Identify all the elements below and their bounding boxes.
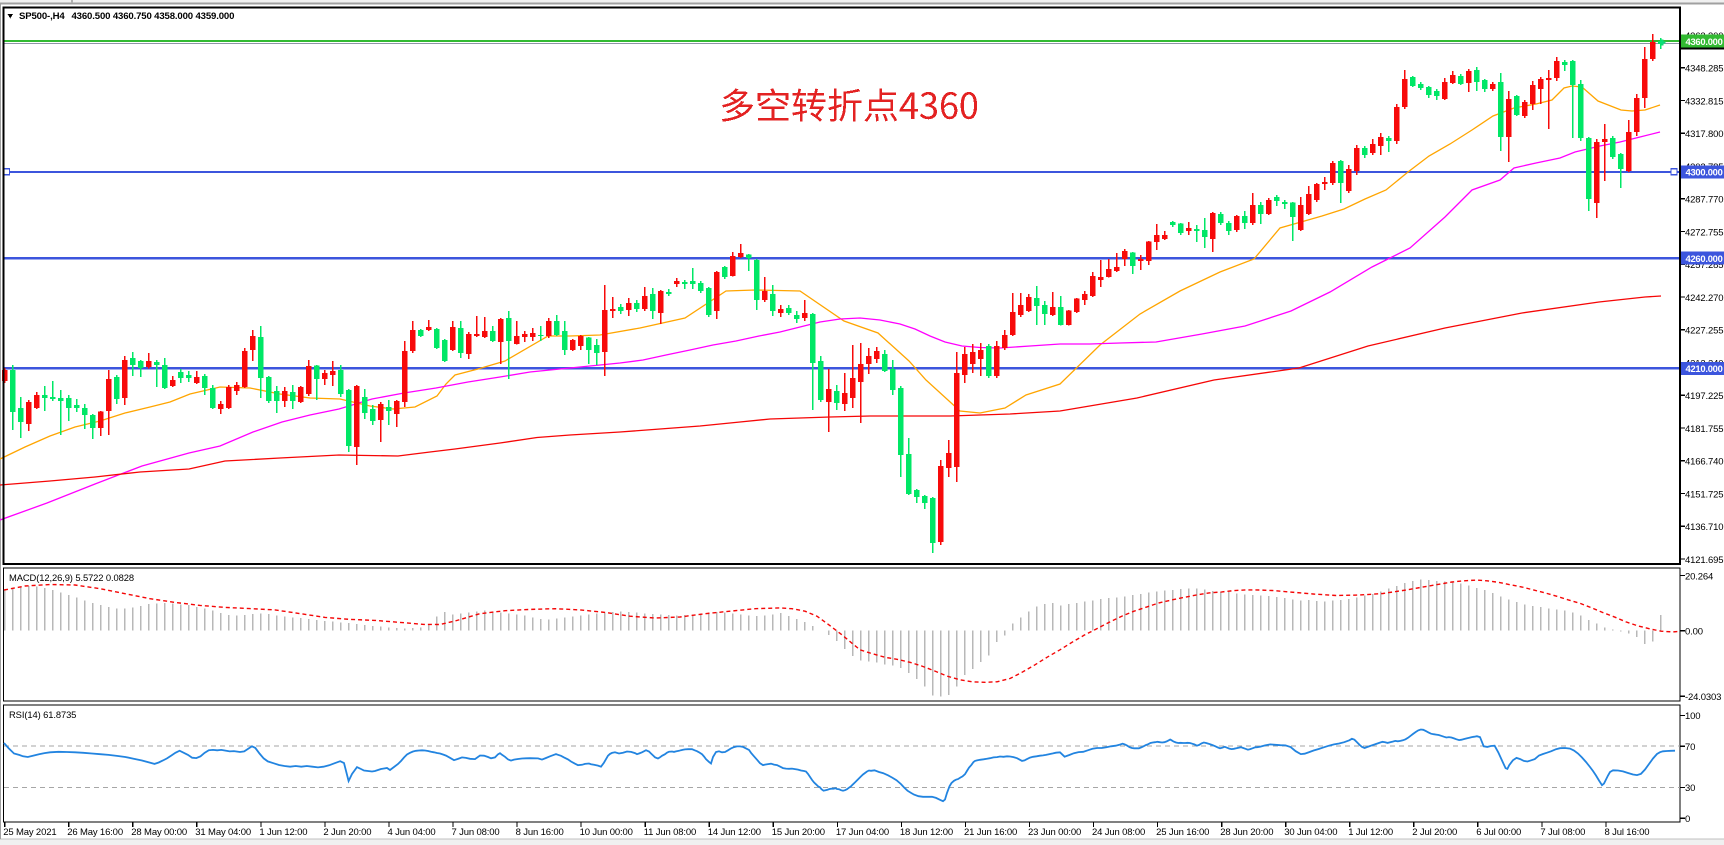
svg-text:4257.285: 4257.285: [1685, 260, 1723, 271]
svg-text:30 Jun 04:00: 30 Jun 04:00: [1284, 827, 1337, 838]
svg-text:10 Jun 00:00: 10 Jun 00:00: [580, 827, 633, 838]
svg-text:6 Jul 00:00: 6 Jul 00:00: [1476, 827, 1521, 838]
svg-text:100: 100: [1685, 711, 1700, 722]
svg-text:4360.500 4360.750 4358.000 435: 4360.500 4360.750 4358.000 4359.000: [72, 11, 235, 22]
svg-text:4300.000: 4300.000: [1686, 167, 1723, 178]
svg-text:4360.000: 4360.000: [1686, 36, 1723, 47]
svg-text:26 May 16:00: 26 May 16:00: [67, 827, 123, 838]
svg-text:MACD(12,26,9) 5.5722 0.0828: MACD(12,26,9) 5.5722 0.0828: [9, 572, 134, 583]
svg-text:0.00: 0.00: [1685, 627, 1703, 638]
svg-text:7 Jul 08:00: 7 Jul 08:00: [1540, 827, 1585, 838]
svg-text:4242.270: 4242.270: [1685, 293, 1723, 304]
svg-text:4181.755: 4181.755: [1685, 424, 1723, 435]
svg-text:28 Jun 20:00: 28 Jun 20:00: [1220, 827, 1273, 838]
svg-text:4 Jun 04:00: 4 Jun 04:00: [388, 827, 436, 838]
svg-text:24 Jun 08:00: 24 Jun 08:00: [1092, 827, 1145, 838]
svg-text:4348.285: 4348.285: [1685, 64, 1723, 75]
svg-text:8 Jul 16:00: 8 Jul 16:00: [1605, 827, 1650, 838]
svg-text:4227.255: 4227.255: [1685, 326, 1723, 337]
svg-text:25 Jun 16:00: 25 Jun 16:00: [1156, 827, 1209, 838]
svg-text:23 Jun 00:00: 23 Jun 00:00: [1028, 827, 1081, 838]
svg-text:-24.0303: -24.0303: [1685, 692, 1721, 703]
svg-text:4332.815: 4332.815: [1685, 96, 1723, 107]
svg-text:4136.710: 4136.710: [1685, 522, 1723, 533]
svg-text:21 Jun 16:00: 21 Jun 16:00: [964, 827, 1017, 838]
svg-text:7 Jun 08:00: 7 Jun 08:00: [452, 827, 500, 838]
svg-text:31 May 04:00: 31 May 04:00: [195, 827, 251, 838]
svg-text:28 May 00:00: 28 May 00:00: [131, 827, 187, 838]
svg-text:25 May 2021: 25 May 2021: [3, 827, 56, 838]
svg-text:8 Jun 16:00: 8 Jun 16:00: [516, 827, 564, 838]
svg-text:2 Jul 20:00: 2 Jul 20:00: [1412, 827, 1457, 838]
svg-text:4317.800: 4317.800: [1685, 129, 1723, 140]
svg-text:17 Jun 04:00: 17 Jun 04:00: [836, 827, 889, 838]
svg-text:18 Jun 12:00: 18 Jun 12:00: [900, 827, 953, 838]
svg-text:4166.740: 4166.740: [1685, 457, 1723, 468]
svg-text:4151.725: 4151.725: [1685, 489, 1723, 500]
svg-text:4197.225: 4197.225: [1685, 391, 1723, 402]
svg-text:4260.000: 4260.000: [1686, 253, 1723, 264]
svg-text:70: 70: [1685, 742, 1695, 753]
svg-text:RSI(14) 61.8735: RSI(14) 61.8735: [9, 709, 76, 720]
svg-text:1 Jul 12:00: 1 Jul 12:00: [1348, 827, 1393, 838]
svg-text:1 Jun 12:00: 1 Jun 12:00: [259, 827, 307, 838]
svg-text:4272.755: 4272.755: [1685, 227, 1723, 238]
svg-text:20.264: 20.264: [1685, 571, 1713, 582]
svg-text:4210.000: 4210.000: [1686, 363, 1723, 374]
svg-text:4287.770: 4287.770: [1685, 195, 1723, 206]
svg-text:15 Jun 20:00: 15 Jun 20:00: [772, 827, 825, 838]
svg-text:4121.695: 4121.695: [1685, 555, 1723, 566]
svg-text:2 Jun 20:00: 2 Jun 20:00: [323, 827, 371, 838]
svg-text:SP500-,H4: SP500-,H4: [19, 11, 65, 22]
svg-text:14 Jun 12:00: 14 Jun 12:00: [708, 827, 761, 838]
svg-text:11 Jun 08:00: 11 Jun 08:00: [644, 827, 696, 838]
svg-text:0: 0: [1685, 814, 1690, 825]
svg-text:30: 30: [1685, 783, 1695, 794]
